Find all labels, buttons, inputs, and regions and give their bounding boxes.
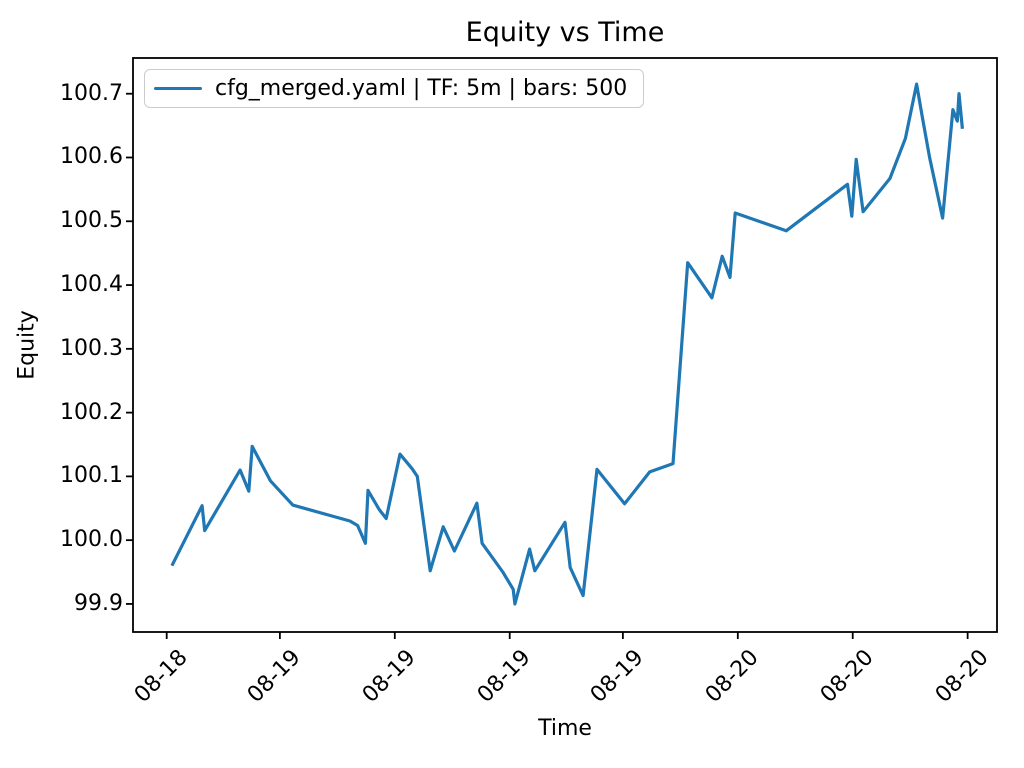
y-tick-label: 100.5 <box>60 208 123 234</box>
axes-frame <box>132 57 998 633</box>
y-tick-label: 100.0 <box>60 527 123 553</box>
legend-label: cfg_merged.yaml | TF: 5m | bars: 500 <box>215 76 628 101</box>
x-axis-label: Time <box>538 716 592 741</box>
y-tick-label: 100.2 <box>60 399 123 425</box>
y-tick-label: 100.4 <box>60 272 123 298</box>
legend-line-sample-icon <box>154 86 202 91</box>
y-tick-label: 99.9 <box>74 590 123 616</box>
y-tick-label: 100.3 <box>60 335 123 361</box>
y-tick-label: 100.6 <box>60 144 123 170</box>
y-tick-label: 100.7 <box>60 80 123 106</box>
equity-line <box>170 82 964 606</box>
legend: cfg_merged.yaml | TF: 5m | bars: 500 <box>144 69 645 108</box>
y-tick-label: 100.1 <box>60 463 123 489</box>
chart-title: Equity vs Time <box>465 17 665 48</box>
